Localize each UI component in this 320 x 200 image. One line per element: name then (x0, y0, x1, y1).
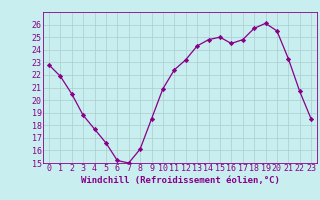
X-axis label: Windchill (Refroidissement éolien,°C): Windchill (Refroidissement éolien,°C) (81, 176, 279, 185)
